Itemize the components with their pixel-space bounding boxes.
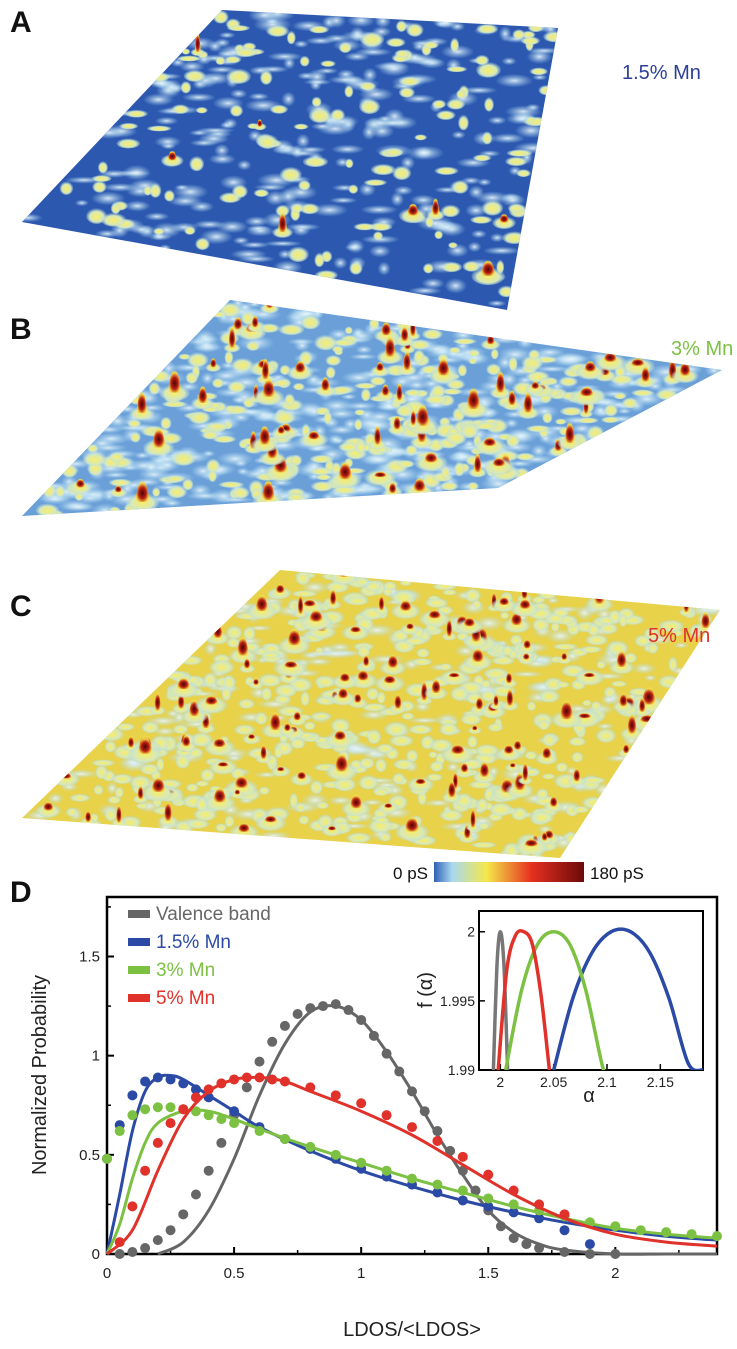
panel-c-concentration-label: 5% Mn [648,625,711,647]
data-point [140,1076,151,1087]
legend-label: Valence band [156,904,271,925]
data-point [127,1090,138,1101]
x-tick-label: 2 [611,1265,619,1282]
x-tick-label: 1 [357,1265,365,1282]
data-point [267,1036,278,1047]
panel-letter-c: C [10,590,32,623]
data-point [203,1165,214,1176]
inset-frame [478,910,704,1071]
data-point [152,1102,163,1113]
colorbar-gradient [434,862,584,882]
panel-a-concentration-label: 1.5% Mn [622,62,701,84]
inset-y-tick-label: 2 [467,924,475,940]
colorbar-min-label: 0 pS [393,864,428,883]
data-point [559,1225,570,1236]
data-point [165,1118,176,1129]
data-point [407,1122,417,1133]
legend-swatch [128,910,150,918]
data-point [508,1233,519,1244]
data-point [114,1249,125,1259]
colorbar: 0 pS 180 pS [393,862,644,883]
legend-label: 3% Mn [156,960,215,981]
data-point [279,1020,290,1031]
surface-panel-c [22,570,720,858]
data-point [140,1104,151,1115]
data-point [165,1102,176,1113]
data-point [102,1153,112,1164]
series-0 [114,999,717,1259]
series-3 [105,1072,718,1256]
fit-line [105,1075,718,1256]
data-point [241,1082,252,1093]
inset-y-tick-label: 1.995 [440,993,475,1009]
data-point [114,1126,125,1137]
data-point [178,1104,189,1115]
legend-swatch [128,966,150,974]
data-point [381,1110,392,1121]
inset-x-tick-label: 2 [496,1074,504,1090]
y-axis-label: Normalized Probability [29,975,51,1175]
data-point [140,1165,151,1176]
legend-swatch [128,994,150,1002]
legend: Valence band 1.5% Mn 3% Mn 5% Mn [128,904,271,1009]
data-point [127,1110,138,1121]
data-point [165,1225,176,1236]
inset-series-1 [552,927,703,1070]
inset-y-axis-label: f (α) [415,972,437,1008]
colorbar-max-label: 180 pS [590,864,644,883]
y-tick-label: 1 [92,1048,100,1065]
data-point [216,1137,227,1148]
x-tick-label: 0 [103,1265,111,1282]
data-point [432,1135,443,1146]
inset-chart: 2 2.05 2.1 2.15 1.99 1.995 2 α f (α) [415,910,704,1107]
x-tick-label: 1.5 [478,1265,499,1282]
data-point [140,1243,151,1254]
y-tick-label: 0.5 [79,1147,100,1164]
inset-x-axis-label: α [583,1085,595,1107]
data-point [127,1201,138,1212]
data-point [152,1137,163,1148]
surface-panel-b [22,300,722,516]
data-point [356,1098,367,1109]
x-tick-label: 0.5 [224,1265,245,1282]
inset-x-tick-label: 2.15 [647,1074,674,1090]
legend-label: 1.5% Mn [156,932,231,953]
data-point [178,1209,189,1220]
data-point [152,1235,163,1246]
data-point [190,1189,201,1200]
panel-b-concentration-label: 3% Mn [671,338,734,360]
inset-x-tick-label: 2.05 [540,1074,567,1090]
panel-letter-d: D [10,876,32,909]
data-point [127,1247,138,1258]
y-tick-label: 1.5 [79,949,100,966]
data-point [712,1231,722,1242]
y-tick-label: 0 [92,1246,100,1263]
surface-panel-a [22,10,558,310]
inset-series-3 [496,929,552,1070]
data-point [254,1056,265,1067]
inset-series-2 [503,929,606,1070]
legend-label: 5% Mn [156,988,215,1009]
chart-panel-d: 0 0.5 1 1.5 2 0 0.5 1 1.5 LDOS/<LDOS> Normalized… [29,895,722,1341]
inset-x-tick-label: 2.1 [597,1074,617,1090]
inset-y-tick-label: 1.99 [448,1062,475,1078]
panel-letter-b: B [10,313,32,346]
panel-letter-a: A [10,6,32,39]
data-point [292,1009,303,1020]
x-axis-label: LDOS/<LDOS> [343,1319,481,1341]
legend-swatch [128,938,150,946]
inset-series-0 [491,929,510,1070]
data-point [457,1151,468,1162]
data-point [330,1090,341,1101]
data-point [584,1239,595,1250]
fit-line [157,1004,717,1256]
